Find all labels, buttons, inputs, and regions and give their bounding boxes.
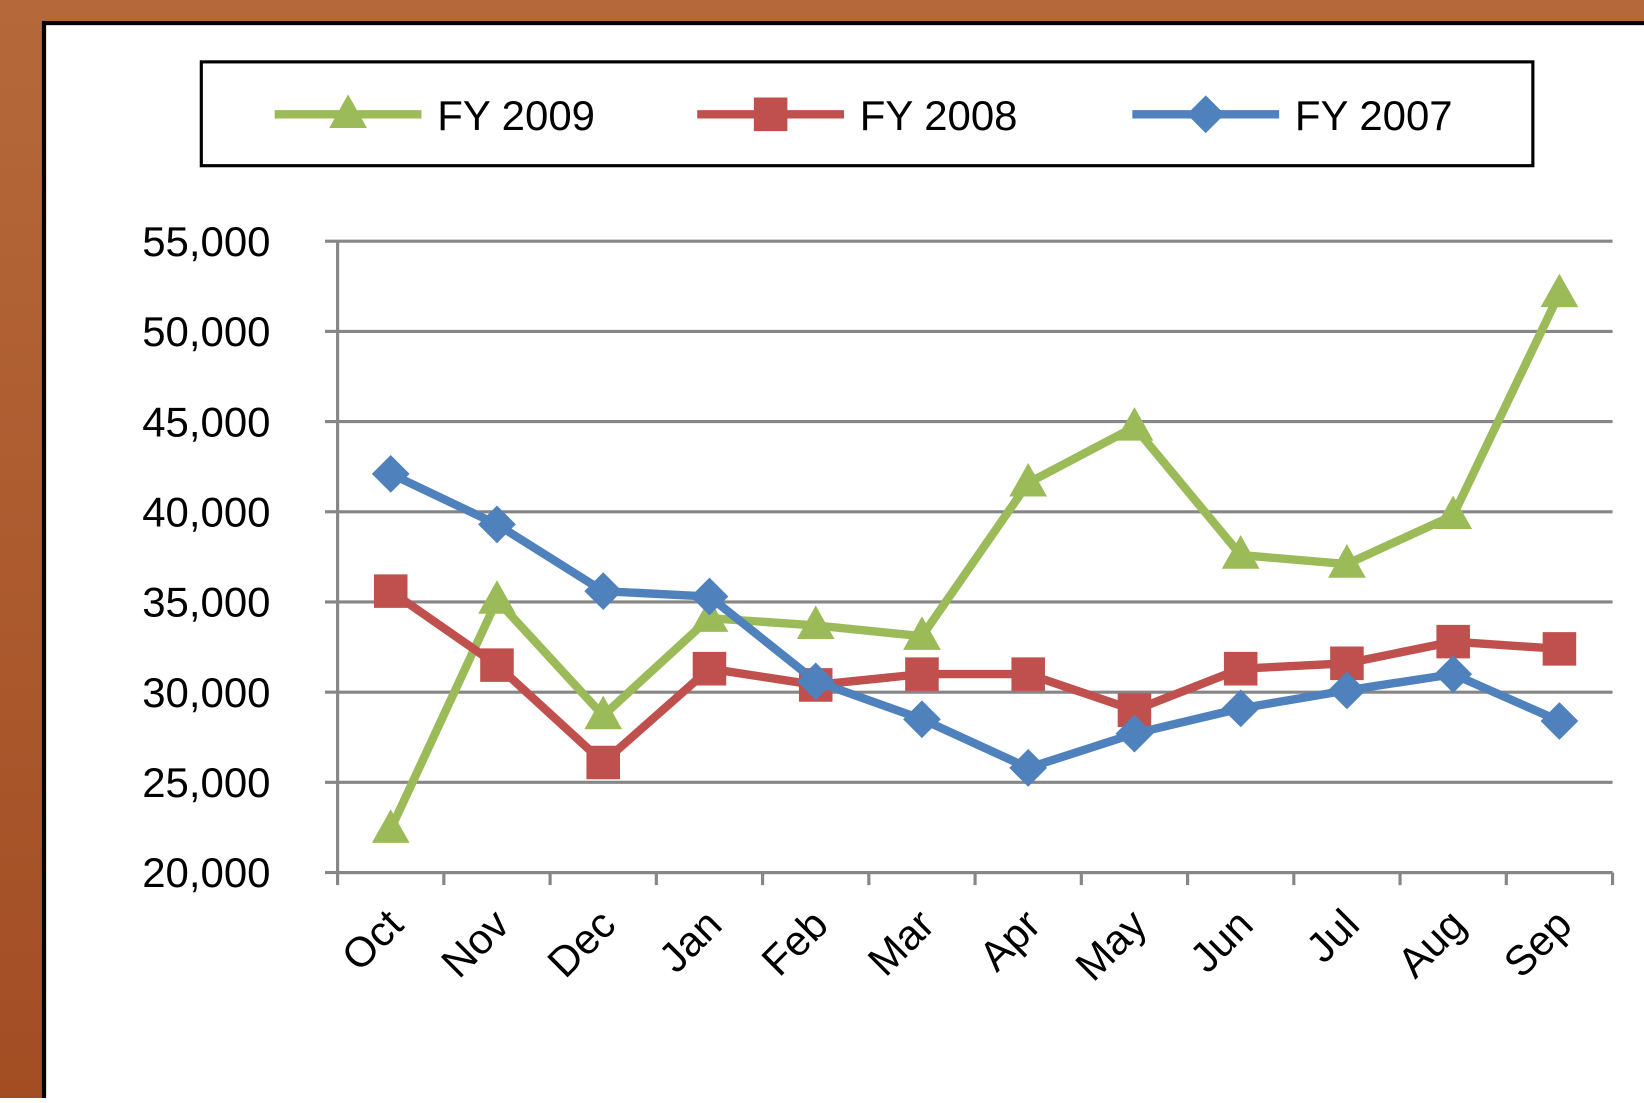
marker [371,455,410,493]
marker [584,572,623,611]
marker [1009,749,1048,787]
marker [1221,689,1260,728]
y-tick-label: 35,000 [142,579,270,626]
marker [1221,535,1260,569]
marker [586,745,620,780]
marker [478,580,516,614]
marker [1009,462,1048,497]
marker [584,695,623,730]
marker [1117,693,1152,727]
line [388,470,1562,773]
y-tick-label: 30,000 [142,669,270,716]
marker [1434,655,1473,693]
y-tick-label: 55,000 [142,218,270,265]
y-tick-label: 25,000 [142,759,270,806]
line [386,291,1564,832]
legend-label: FY 2008 [860,92,1018,139]
marker [1542,632,1577,666]
marker [373,574,408,608]
legend [199,60,1535,168]
legend-marker [1186,95,1225,134]
marker [1115,407,1154,441]
marker [1223,651,1258,686]
legend-label: FY 2009 [437,92,595,139]
y-tick-label: 50,000 [142,308,270,355]
marker [1540,273,1579,308]
marker [796,662,835,701]
marker [1434,495,1473,530]
panel [41,20,1644,1103]
y-tick-label: 45,000 [142,398,270,445]
line [388,587,1560,767]
y-tick-label: 40,000 [142,488,270,535]
marker [692,651,727,686]
y-tick-label: 20,000 [142,849,270,896]
marker [1540,702,1579,740]
legend-marker [753,97,788,132]
marker [905,657,939,691]
marker [1436,624,1470,659]
legend-marker [329,94,367,128]
marker [480,648,514,682]
plot-area: 20,000 25,000 30,000 35,000 40,000 45,000 50,0… [142,218,1615,989]
marker [1330,646,1364,681]
marker [796,605,835,640]
marker [478,505,516,544]
marker [1328,544,1366,578]
legend-label: FY 2007 [1295,92,1453,139]
marker [371,809,410,843]
marker [1011,657,1045,691]
marker [690,577,729,616]
marker [903,616,941,650]
